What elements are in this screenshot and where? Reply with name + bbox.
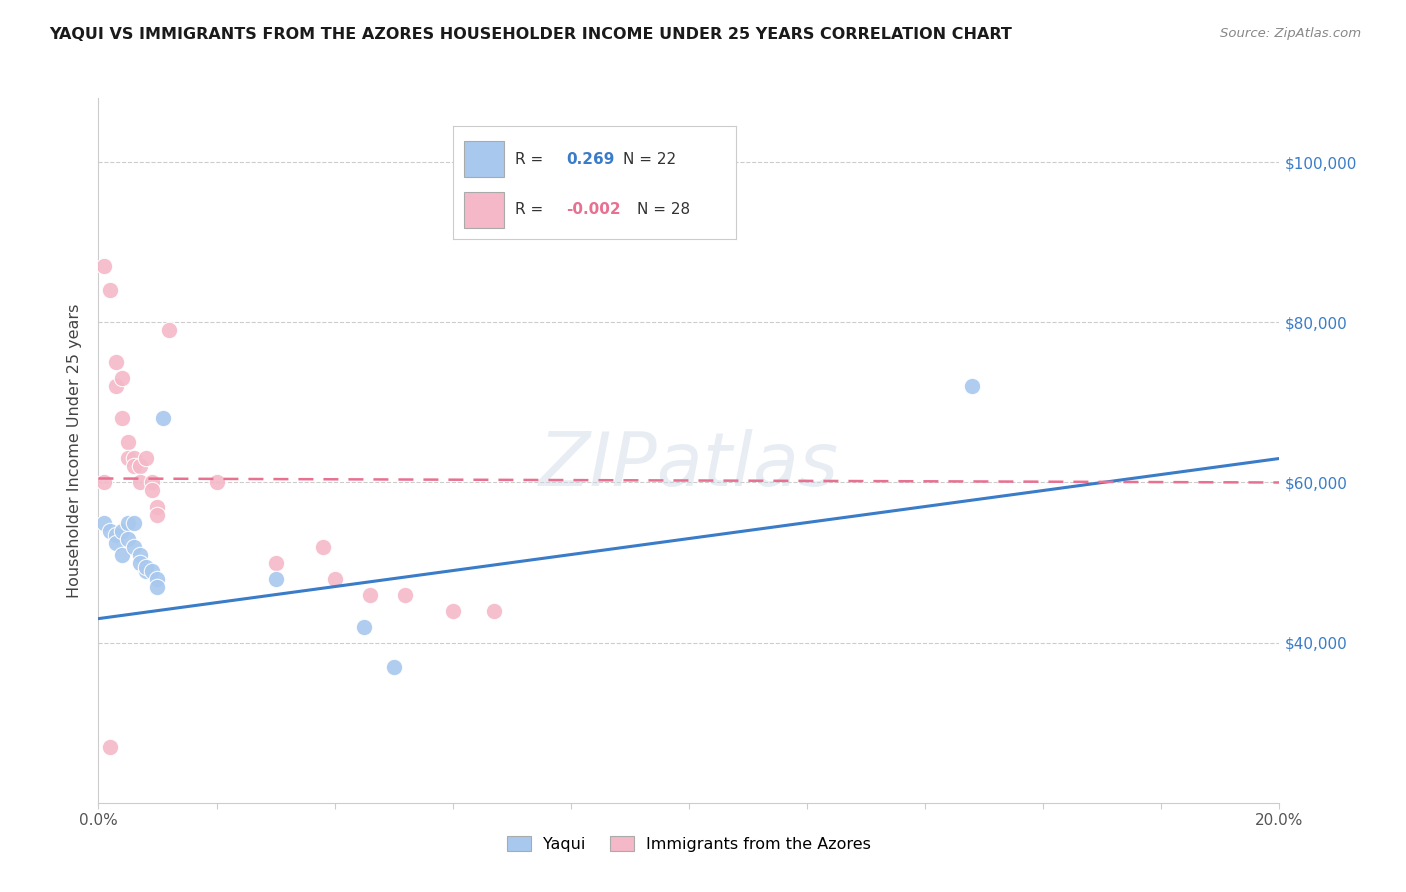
Point: [105, 527, 128, 541]
Point: [111, 371, 134, 385]
Point: [105, 535, 128, 549]
Point: [135, 451, 157, 466]
Point: [146, 508, 169, 522]
Point: [111, 411, 134, 425]
Point: [93, 516, 115, 530]
Point: [264, 556, 287, 570]
Point: [122, 516, 145, 530]
Point: [441, 604, 464, 618]
Point: [962, 379, 984, 393]
Point: [93, 475, 115, 490]
Point: [117, 435, 139, 450]
Point: [111, 524, 134, 538]
Point: [128, 459, 150, 474]
Y-axis label: Householder Income Under 25 years: Householder Income Under 25 years: [67, 303, 83, 598]
Point: [146, 580, 169, 594]
Text: Source: ZipAtlas.com: Source: ZipAtlas.com: [1220, 27, 1361, 40]
Point: [135, 564, 157, 578]
Point: [122, 540, 145, 554]
Point: [122, 451, 145, 466]
Point: [105, 355, 128, 369]
Point: [141, 475, 163, 490]
Point: [117, 516, 139, 530]
Point: [394, 588, 416, 602]
Point: [141, 564, 163, 578]
Point: [105, 379, 128, 393]
Point: [323, 572, 346, 586]
Point: [146, 500, 169, 514]
Point: [312, 540, 335, 554]
Legend: Yaqui, Immigrants from the Azores: Yaqui, Immigrants from the Azores: [501, 830, 877, 858]
Point: [111, 548, 134, 562]
Point: [382, 659, 405, 673]
Point: [98, 283, 121, 297]
Point: [152, 411, 174, 425]
Point: [146, 572, 169, 586]
Point: [205, 475, 228, 490]
Point: [353, 620, 375, 634]
Point: [157, 323, 180, 337]
Point: [482, 604, 505, 618]
Point: [264, 572, 287, 586]
Point: [117, 451, 139, 466]
Text: YAQUI VS IMMIGRANTS FROM THE AZORES HOUSEHOLDER INCOME UNDER 25 YEARS CORRELATIO: YAQUI VS IMMIGRANTS FROM THE AZORES HOUS…: [49, 27, 1012, 42]
Point: [128, 556, 150, 570]
Text: ZIPatlas: ZIPatlas: [538, 428, 839, 500]
Point: [359, 588, 381, 602]
Point: [122, 459, 145, 474]
Point: [141, 483, 163, 498]
Point: [135, 559, 157, 574]
Point: [98, 524, 121, 538]
Point: [128, 475, 150, 490]
Point: [98, 739, 121, 754]
Point: [93, 260, 115, 274]
Point: [128, 548, 150, 562]
Point: [117, 532, 139, 546]
